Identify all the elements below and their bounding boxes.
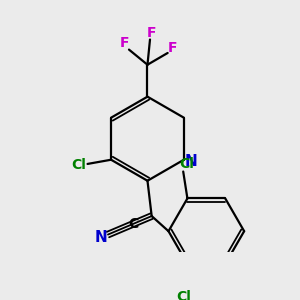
Text: F: F	[120, 36, 130, 50]
Text: Cl: Cl	[177, 290, 191, 300]
Text: C: C	[128, 218, 138, 232]
Text: Cl: Cl	[179, 157, 194, 171]
Text: N: N	[185, 154, 198, 169]
Text: N: N	[95, 230, 108, 245]
Text: F: F	[147, 26, 156, 40]
Text: F: F	[168, 41, 177, 55]
Text: Cl: Cl	[72, 158, 87, 172]
